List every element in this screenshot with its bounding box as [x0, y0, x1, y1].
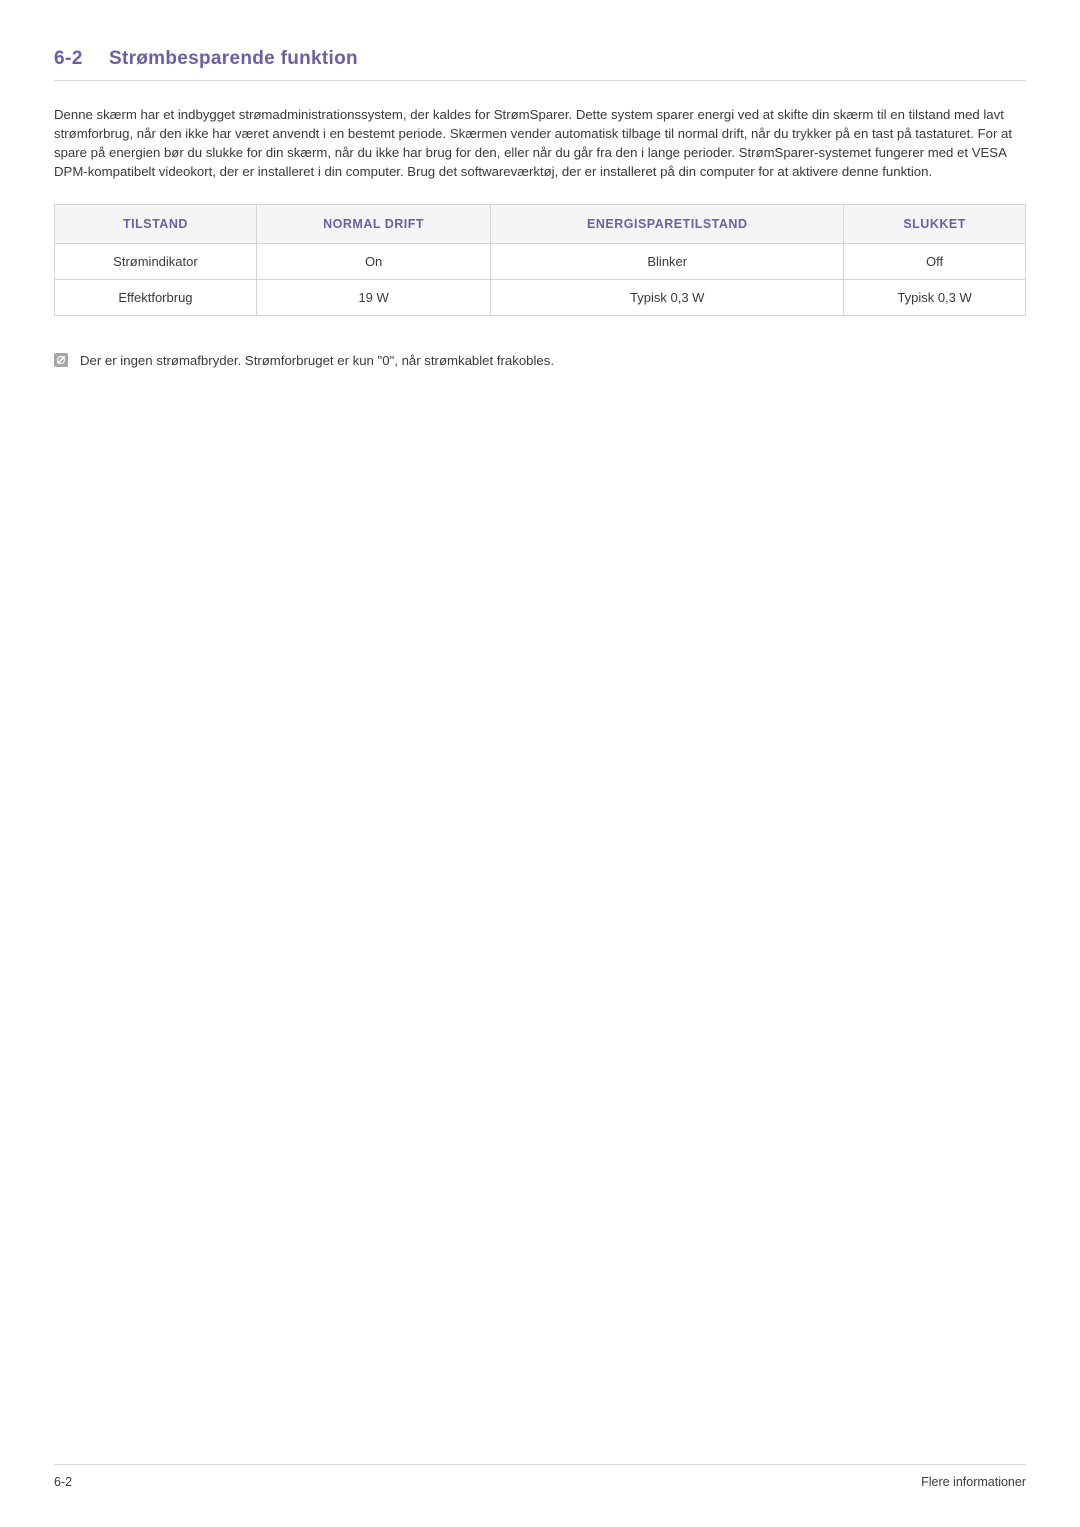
table-cell: Strømindikator — [55, 243, 257, 279]
section-heading: 6-2 Strømbesparende funktion — [54, 48, 1026, 81]
table-cell: Off — [844, 243, 1026, 279]
table-row: Effektforbrug 19 W Typisk 0,3 W Typisk 0… — [55, 279, 1026, 315]
footer-right: Flere informationer — [921, 1475, 1026, 1489]
table-cell: 19 W — [256, 279, 490, 315]
table-cell: On — [256, 243, 490, 279]
col-header: TILSTAND — [55, 204, 257, 243]
page-footer: 6-2 Flere informationer — [54, 1464, 1026, 1489]
col-header: SLUKKET — [844, 204, 1026, 243]
section-number: 6-2 — [54, 48, 83, 70]
note-text: Der er ingen strømafbryder. Strømforbrug… — [80, 352, 554, 370]
power-states-table: TILSTAND NORMAL DRIFT ENERGISPARETILSTAN… — [54, 204, 1026, 316]
note: Der er ingen strømafbryder. Strømforbrug… — [54, 352, 1026, 370]
col-header: NORMAL DRIFT — [256, 204, 490, 243]
table-cell: Blinker — [491, 243, 844, 279]
note-icon — [54, 353, 68, 367]
table-cell: Effektforbrug — [55, 279, 257, 315]
footer-left: 6-2 — [54, 1475, 72, 1489]
table-cell: Typisk 0,3 W — [844, 279, 1026, 315]
table-cell: Typisk 0,3 W — [491, 279, 844, 315]
col-header: ENERGISPARETILSTAND — [491, 204, 844, 243]
section-title: Strømbesparende funktion — [109, 48, 358, 70]
table-row: Strømindikator On Blinker Off — [55, 243, 1026, 279]
intro-paragraph: Denne skærm har et indbygget strømadmini… — [54, 105, 1026, 182]
table-header-row: TILSTAND NORMAL DRIFT ENERGISPARETILSTAN… — [55, 204, 1026, 243]
